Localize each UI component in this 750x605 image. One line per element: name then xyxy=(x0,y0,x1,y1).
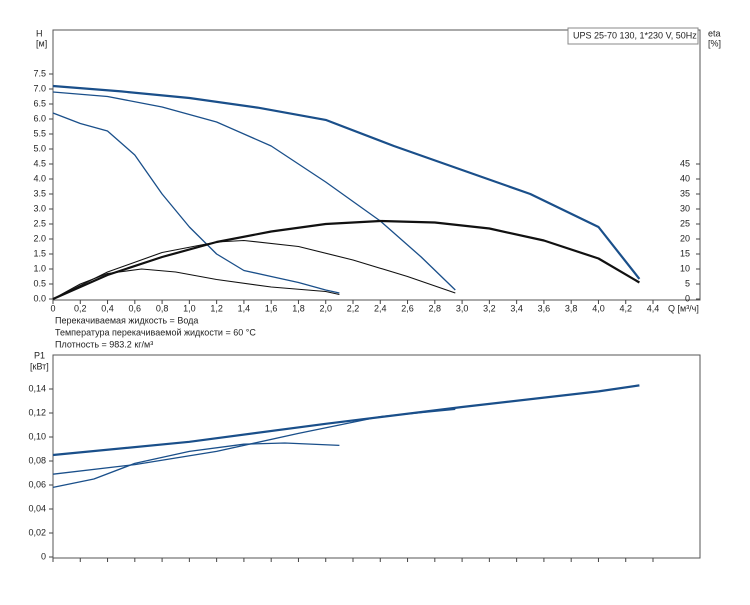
y2-label: eta xyxy=(708,28,721,38)
curve xyxy=(52,84,641,280)
y-tick-label: 0,06 xyxy=(28,479,46,489)
y-tick-label: 7.0 xyxy=(33,83,46,93)
y2-tick-label: 0 xyxy=(685,293,690,303)
x-tick-label: 2,2 xyxy=(347,303,360,313)
x-tick-label: 0,2 xyxy=(74,303,87,313)
x-tick-label: 1,6 xyxy=(265,303,278,313)
x-tick-label: 3,6 xyxy=(538,303,551,313)
y-tick-label: 0,12 xyxy=(28,407,46,417)
x-tick-label: 1,0 xyxy=(183,303,196,313)
y-unit: [кВт] xyxy=(30,361,49,371)
curve xyxy=(52,239,456,300)
y2-unit: [%] xyxy=(708,38,721,48)
curve xyxy=(52,219,640,301)
y-tick-label: 3.5 xyxy=(33,188,46,198)
y2-tick-label: 10 xyxy=(680,263,690,273)
y2-tick-label: 40 xyxy=(680,173,690,183)
y-tick-label: 0,08 xyxy=(28,455,46,465)
x-tick-label: 3,4 xyxy=(510,303,523,313)
title-box xyxy=(567,27,699,45)
y-tick-label: 0.5 xyxy=(33,278,46,288)
plot-frame xyxy=(52,354,701,559)
x-label: Q [м³/ч] xyxy=(668,303,699,313)
x-tick-label: 4,0 xyxy=(592,303,605,313)
y-tick-label: 0,14 xyxy=(28,383,46,393)
x-tick-label: 0,4 xyxy=(101,303,114,313)
x-tick-label: 2,0 xyxy=(319,303,332,313)
y2-tick-label: 30 xyxy=(680,203,690,213)
y-label: H xyxy=(36,28,43,38)
y2-tick-label: 25 xyxy=(680,218,690,228)
x-tick-label: 0,8 xyxy=(156,303,169,313)
x-tick-label: 3,0 xyxy=(456,303,469,313)
curve xyxy=(52,268,340,300)
x-tick-label: 2,4 xyxy=(374,303,387,313)
y-tick-label: 5.5 xyxy=(33,128,46,138)
plot-frame xyxy=(52,29,701,301)
y-label: P1 xyxy=(34,350,45,360)
y-tick-label: 6.0 xyxy=(33,113,46,123)
y-tick-label: 3.0 xyxy=(33,203,46,213)
y2-tick-label: 15 xyxy=(680,248,690,258)
annotation: Плотность = 983.2 кг/м³ xyxy=(55,339,153,349)
x-tick-label: 0 xyxy=(50,303,55,313)
y-tick-label: 2.0 xyxy=(33,233,46,243)
annotation: Температура перекачиваемой жидкости = 60… xyxy=(55,327,256,337)
x-tick-label: 1,2 xyxy=(210,303,223,313)
x-tick-label: 0,6 xyxy=(129,303,142,313)
y-tick-label: 0,04 xyxy=(28,503,46,513)
x-tick-label: 4,2 xyxy=(619,303,632,313)
y-unit: [м] xyxy=(36,38,47,48)
curve xyxy=(52,408,456,475)
y-tick-label: 2.5 xyxy=(33,218,46,228)
y-tick-label: 0 xyxy=(41,551,46,561)
y-tick-label: 0.0 xyxy=(33,293,46,303)
x-tick-label: 1,4 xyxy=(238,303,251,313)
chart-title: UPS 25-70 130, 1*230 V, 50Hz xyxy=(573,30,697,40)
x-tick-label: 2,6 xyxy=(401,303,414,313)
y-tick-label: 7.5 xyxy=(33,68,46,78)
y2-tick-label: 45 xyxy=(680,158,690,168)
x-tick-label: 2,8 xyxy=(429,303,442,313)
y-tick-label: 4.0 xyxy=(33,173,46,183)
annotation: Перекачиваемая жидкость = Вода xyxy=(55,315,198,325)
y-tick-label: 4.5 xyxy=(33,158,46,168)
y-tick-label: 0,02 xyxy=(28,527,46,537)
y-tick-label: 6.5 xyxy=(33,98,46,108)
curve xyxy=(52,112,340,294)
curve xyxy=(52,442,340,489)
y2-tick-label: 20 xyxy=(680,233,690,243)
x-tick-label: 1,8 xyxy=(292,303,305,313)
x-tick-label: 4,4 xyxy=(647,303,660,313)
y2-tick-label: 35 xyxy=(680,188,690,198)
curve xyxy=(52,384,640,457)
curve xyxy=(52,91,456,291)
y-tick-label: 5.0 xyxy=(33,143,46,153)
y-tick-label: 1.5 xyxy=(33,248,46,258)
y-tick-label: 1.0 xyxy=(33,263,46,273)
x-tick-label: 3,2 xyxy=(483,303,496,313)
y-tick-label: 0,10 xyxy=(28,431,46,441)
y2-tick-label: 5 xyxy=(685,278,690,288)
x-tick-label: 3,8 xyxy=(565,303,578,313)
